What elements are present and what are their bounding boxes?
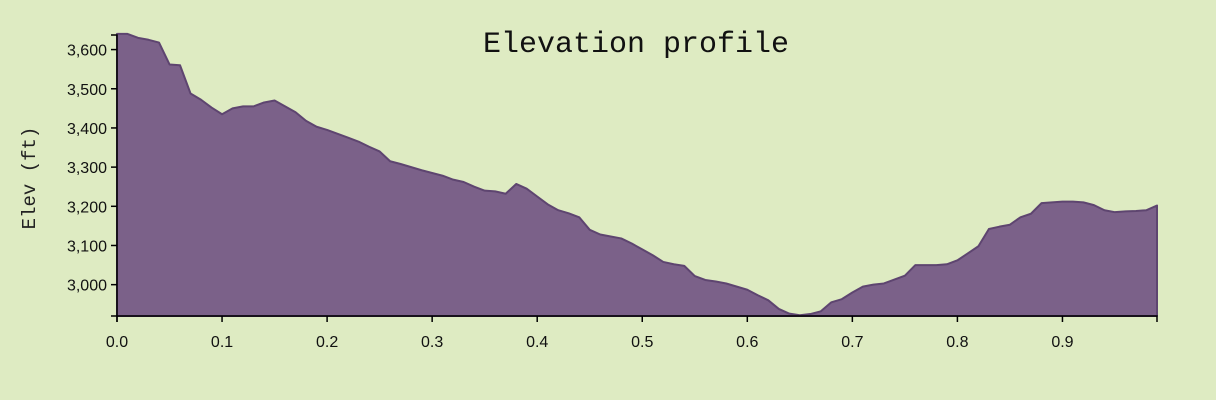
x-tick-label: 0.0 <box>106 334 128 351</box>
y-tick-label: 3,500 <box>67 82 107 99</box>
y-tick-label: 3,200 <box>67 199 107 216</box>
area-layer <box>116 32 1158 317</box>
elevation-area <box>116 32 1158 317</box>
y-tick-label: 3,300 <box>67 160 107 177</box>
y-tick-label: 3,100 <box>67 238 107 255</box>
y-axis-line <box>111 34 118 317</box>
x-tick-label: 0.2 <box>316 334 338 351</box>
x-tick-label: 0.8 <box>946 334 968 351</box>
x-tick-label: 0.6 <box>736 334 758 351</box>
y-tick-label: 3,600 <box>67 43 107 60</box>
x-tick-label: 0.7 <box>841 334 863 351</box>
x-tick-label: 0.9 <box>1051 334 1073 351</box>
x-tick-label: 0.4 <box>526 334 548 351</box>
y-axis-label: Elev (ft) <box>19 127 41 230</box>
x-tick-label: 0.1 <box>211 334 233 351</box>
chart-title: Elevation profile <box>483 28 789 62</box>
x-tick-label: 0.5 <box>631 334 653 351</box>
y-tick-label: 3,000 <box>67 278 107 295</box>
x-tick-label: 0.3 <box>421 334 443 351</box>
axes-layer: 3,000 3,100 3,200 3,300 3,400 3,500 3,600 0.0 0.… <box>67 34 1158 351</box>
y-tick-label: 3,400 <box>67 121 107 138</box>
